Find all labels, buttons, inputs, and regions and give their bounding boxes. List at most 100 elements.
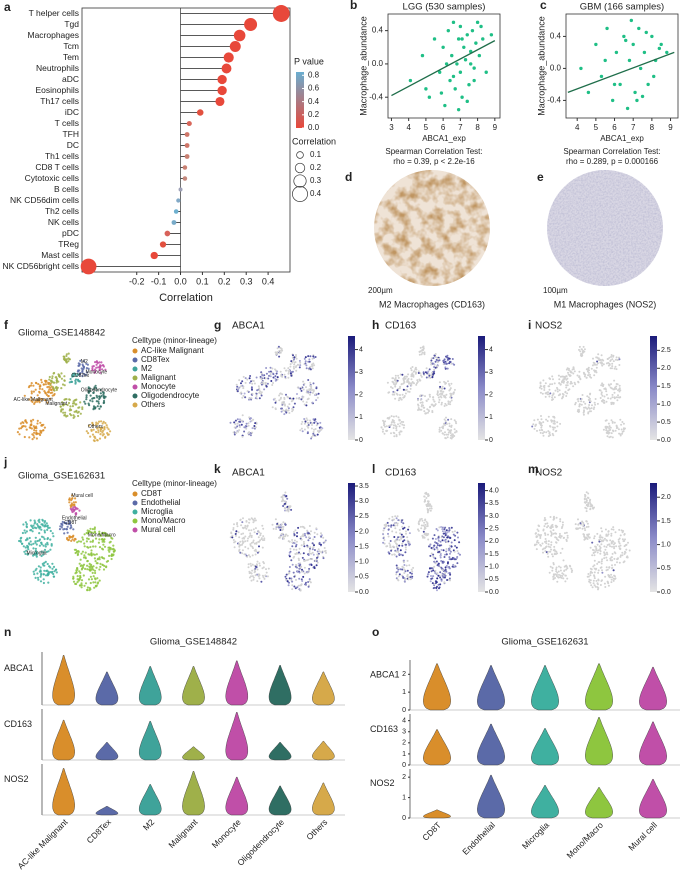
cell-dot [400, 430, 403, 433]
cell-dot [238, 545, 241, 548]
cell-dot [612, 528, 615, 531]
cell-dot [396, 389, 399, 392]
cell-dot [275, 525, 278, 528]
cell-dot [92, 575, 95, 578]
cell-dot [67, 519, 70, 523]
cell-dot [41, 388, 44, 391]
cell-dot [307, 581, 310, 583]
cell-dot [254, 527, 257, 530]
cell-dot [70, 526, 73, 529]
cell-dot [91, 531, 94, 534]
violin [639, 666, 667, 711]
cell-dot [313, 364, 316, 367]
cell-dot [620, 428, 623, 431]
violin [423, 729, 451, 766]
cell-dot [615, 368, 618, 371]
legend-label: AC-like Malignant [141, 346, 204, 355]
cell-dot [457, 552, 460, 555]
cell-dot [251, 563, 254, 566]
cell-dot [36, 394, 39, 397]
cell-dot [610, 383, 612, 386]
cell-dot [259, 375, 262, 378]
cell-dot [250, 564, 253, 567]
colorbar-tick-label: 0.6 [308, 84, 320, 93]
cell-dot [319, 421, 322, 424]
cell-dot [24, 552, 27, 556]
cell-dot [564, 580, 567, 583]
chart-title: CD163 [385, 321, 417, 332]
cell-dot [290, 397, 293, 400]
cell-dot [608, 384, 611, 387]
cell-dot [429, 509, 432, 512]
cell-dot [396, 567, 399, 570]
cell-dot [447, 380, 449, 383]
cell-dot [303, 403, 306, 406]
chart-title: Glioma_GSE148842 [18, 328, 105, 339]
cell-dot [254, 565, 257, 568]
cell-dot [394, 377, 397, 379]
cell-dot [310, 530, 312, 533]
cell-dot [583, 527, 586, 530]
cell-dot [89, 435, 92, 438]
cell-dot [403, 568, 406, 571]
cell-dot [539, 431, 542, 434]
cell-dot [604, 548, 607, 551]
cell-dot [299, 566, 302, 569]
cell-dot [84, 557, 87, 560]
cell-dot [251, 392, 254, 395]
cell-dot [395, 517, 398, 520]
cell-dot [63, 384, 66, 387]
cell-dot [96, 405, 99, 408]
cell-dot [403, 395, 406, 397]
cell-dot [95, 566, 98, 569]
cell-dot [407, 525, 410, 528]
cell-dot [249, 532, 252, 535]
cell-dot [405, 375, 408, 378]
cell-dot [251, 575, 254, 578]
cell-dot [248, 529, 250, 532]
cell-dot [81, 407, 84, 411]
cell-dot [96, 577, 99, 580]
cell-dot [300, 584, 303, 587]
colorbar-tick-label: 3 [489, 369, 493, 376]
cell-dot [419, 518, 422, 521]
cell-dot [307, 569, 310, 572]
panel-letter: a [4, 0, 11, 14]
cell-dot [600, 384, 603, 387]
cell-dot [592, 551, 595, 554]
cell-dot [388, 517, 391, 520]
cell-dot [71, 405, 74, 408]
cell-dot [586, 522, 589, 525]
cell-dot [305, 386, 307, 389]
cell-dot [540, 415, 542, 417]
cell-dot [37, 565, 41, 568]
cell-dot [603, 395, 606, 398]
cell-dot [438, 387, 441, 390]
cell-dot [395, 545, 398, 548]
cell-dot [449, 430, 452, 433]
cell-dot [250, 386, 253, 389]
colorbar-tick-label: 1.5 [661, 383, 671, 390]
cell-dot [405, 388, 408, 391]
violin [182, 771, 205, 816]
cell-dot [404, 570, 407, 573]
cell-dot [586, 533, 589, 536]
cell-dot [431, 537, 434, 540]
cell-dot [444, 568, 447, 571]
cell-dot [430, 575, 432, 577]
y-tick-label: 0.4 [550, 32, 562, 41]
category-label: NK cells [48, 217, 79, 227]
cell-dot [424, 519, 426, 522]
cell-dot [242, 375, 245, 378]
cell-dot [547, 415, 550, 418]
cell-dot [68, 501, 71, 504]
panel-letter: l [372, 462, 375, 476]
cell-dot [583, 410, 585, 413]
cell-dot [422, 530, 425, 533]
cell-dot [455, 557, 458, 560]
cell-dot [431, 362, 434, 365]
cell-dot [292, 354, 294, 357]
x-tick-label: 4 [575, 123, 580, 132]
cluster-label: CD8T [64, 520, 77, 526]
cell-dot [391, 387, 394, 390]
